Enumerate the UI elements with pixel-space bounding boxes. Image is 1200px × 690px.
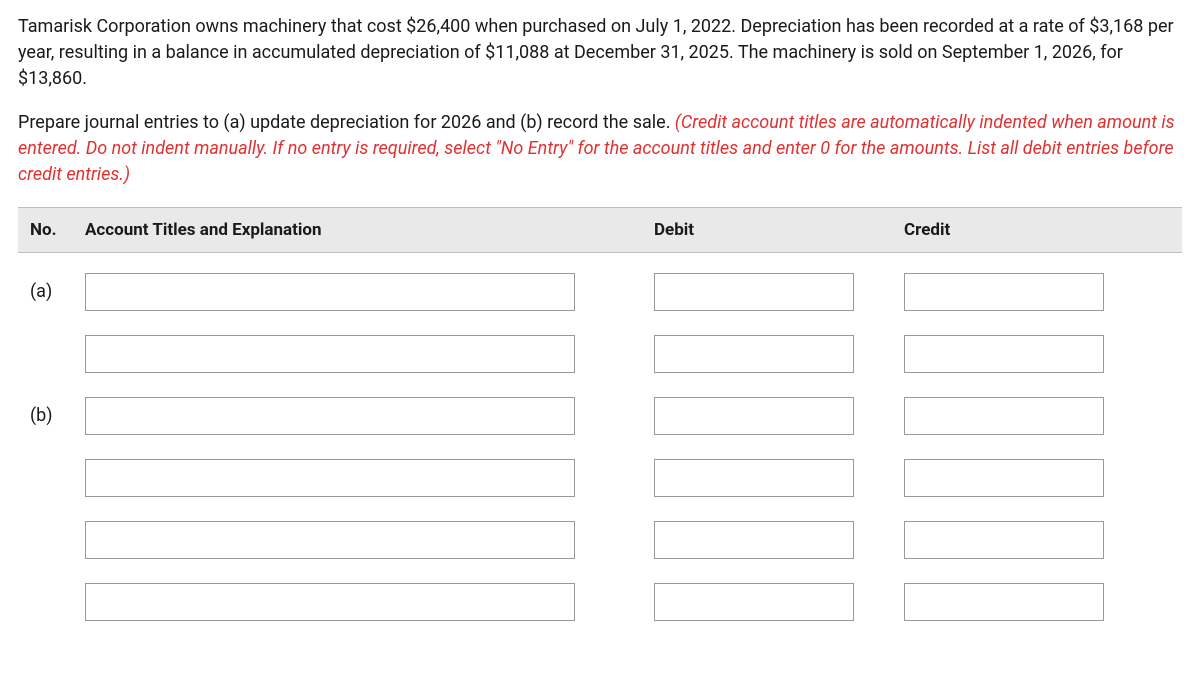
- debit-input[interactable]: [654, 335, 854, 373]
- account-title-input[interactable]: [85, 521, 575, 559]
- row-label: (a): [30, 279, 85, 305]
- account-title-input[interactable]: [85, 397, 575, 435]
- credit-input[interactable]: [904, 521, 1104, 559]
- header-credit: Credit: [870, 218, 1120, 243]
- header-debit: Debit: [620, 218, 870, 243]
- header-account: Account Titles and Explanation: [85, 218, 620, 243]
- account-title-input[interactable]: [85, 335, 575, 373]
- table-row: [18, 447, 1182, 509]
- journal-entries: (a) (b): [18, 253, 1182, 633]
- account-title-input[interactable]: [85, 583, 575, 621]
- credit-input[interactable]: [904, 273, 1104, 311]
- table-row: [18, 509, 1182, 571]
- debit-input[interactable]: [654, 459, 854, 497]
- credit-input[interactable]: [904, 335, 1104, 373]
- table-row: (b): [18, 385, 1182, 447]
- table-row: (a): [18, 261, 1182, 323]
- credit-input[interactable]: [904, 459, 1104, 497]
- account-title-input[interactable]: [85, 273, 575, 311]
- credit-input[interactable]: [904, 397, 1104, 435]
- instruction-lead: Prepare journal entries to (a) update de…: [18, 112, 675, 133]
- header-no: No.: [30, 218, 85, 243]
- account-title-input[interactable]: [85, 459, 575, 497]
- table-header-row: No. Account Titles and Explanation Debit…: [18, 207, 1182, 254]
- debit-input[interactable]: [654, 273, 854, 311]
- debit-input[interactable]: [654, 397, 854, 435]
- row-label: (b): [30, 403, 85, 429]
- problem-statement: Tamarisk Corporation owns machinery that…: [18, 14, 1182, 92]
- table-row: [18, 323, 1182, 385]
- credit-input[interactable]: [904, 583, 1104, 621]
- debit-input[interactable]: [654, 521, 854, 559]
- table-row: [18, 571, 1182, 633]
- debit-input[interactable]: [654, 583, 854, 621]
- instruction-statement: Prepare journal entries to (a) update de…: [18, 110, 1182, 188]
